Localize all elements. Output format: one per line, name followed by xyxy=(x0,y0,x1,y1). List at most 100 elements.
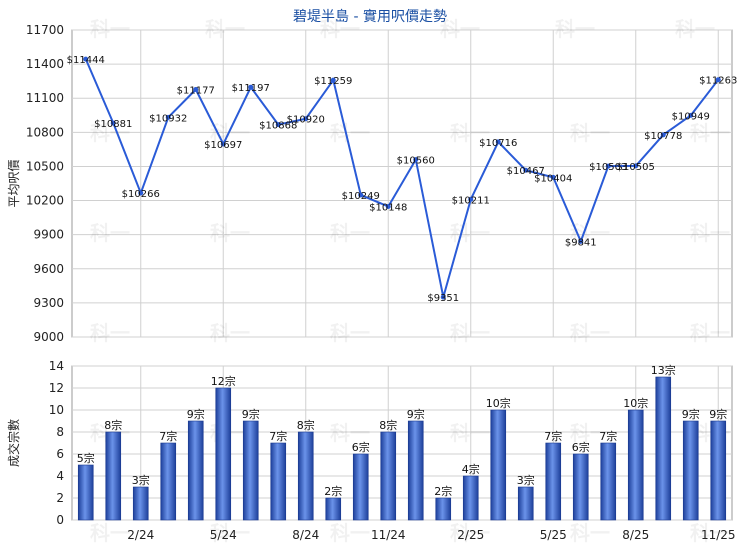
bar-plot-area xyxy=(71,365,733,521)
data-point[interactable] xyxy=(495,139,501,145)
data-point[interactable] xyxy=(605,163,611,169)
x-tick-label: 8/25 xyxy=(622,528,649,542)
bar[interactable] xyxy=(490,409,507,521)
bar[interactable] xyxy=(325,497,342,521)
watermark: 科一 xyxy=(210,321,250,345)
bar[interactable] xyxy=(462,475,479,521)
bar-y-tick-label: 12 xyxy=(49,381,64,395)
x-tick-label: 11/24 xyxy=(371,528,406,542)
bar-data-label: 3宗 xyxy=(517,473,535,487)
point-data-label: $10404 xyxy=(534,173,572,184)
point-data-label: $10932 xyxy=(149,113,187,124)
data-point[interactable] xyxy=(578,238,584,244)
line-y-tick-label: 10800 xyxy=(26,125,64,139)
line-y-tick-label: 11400 xyxy=(26,57,64,71)
watermark: 科一 xyxy=(330,221,370,245)
watermark: 科一 xyxy=(690,121,730,145)
bar[interactable] xyxy=(435,497,452,521)
bar-y-tick-label: 0 xyxy=(56,513,64,527)
bar[interactable] xyxy=(242,420,259,521)
bar[interactable] xyxy=(77,464,94,521)
data-point[interactable] xyxy=(550,174,556,180)
bar[interactable] xyxy=(407,420,424,521)
watermark: 科一 xyxy=(690,321,730,345)
data-point[interactable] xyxy=(358,192,364,198)
bar[interactable] xyxy=(187,420,204,521)
data-point[interactable] xyxy=(660,132,666,138)
line-y-tick-label: 10200 xyxy=(26,194,64,208)
data-point[interactable] xyxy=(468,196,474,202)
data-point[interactable] xyxy=(275,122,281,128)
bar-y-axis-title: 成交宗數 xyxy=(6,419,21,467)
bar[interactable] xyxy=(215,387,232,521)
data-point[interactable] xyxy=(83,56,89,62)
bar[interactable] xyxy=(517,486,534,521)
watermark: 科一 xyxy=(450,221,490,245)
line-y-tick-label: 11100 xyxy=(26,91,64,105)
bar-data-label: 9宗 xyxy=(187,407,205,421)
watermark: 科一 xyxy=(555,17,595,41)
bar-data-label: 7宗 xyxy=(599,429,617,443)
point-data-label: $10211 xyxy=(452,195,490,206)
bar-data-label: 9宗 xyxy=(709,407,727,421)
bar[interactable] xyxy=(105,431,122,521)
point-data-label: $9351 xyxy=(427,293,459,304)
point-data-label: $10778 xyxy=(644,131,682,142)
point-data-label: $10920 xyxy=(287,115,325,126)
watermark: 科一 xyxy=(210,521,250,545)
data-point[interactable] xyxy=(440,294,446,300)
bar[interactable] xyxy=(160,442,177,521)
data-point[interactable] xyxy=(193,86,199,92)
data-point[interactable] xyxy=(138,190,144,196)
bar[interactable] xyxy=(132,486,149,521)
watermark: 科一 xyxy=(90,321,130,345)
bar[interactable] xyxy=(297,431,314,521)
data-point[interactable] xyxy=(248,84,254,90)
bar-data-label: 7宗 xyxy=(269,429,287,443)
data-point[interactable] xyxy=(413,157,419,163)
bar[interactable] xyxy=(682,420,699,521)
line-y-tick-label: 9000 xyxy=(33,330,64,344)
line-y-tick-label: 9300 xyxy=(33,296,64,310)
data-point[interactable] xyxy=(385,203,391,209)
bar[interactable] xyxy=(352,453,369,521)
data-point[interactable] xyxy=(303,116,309,122)
bar[interactable] xyxy=(710,420,727,521)
x-tick-label: 8/24 xyxy=(292,528,319,542)
bar[interactable] xyxy=(380,431,397,521)
bar-data-label: 7宗 xyxy=(544,429,562,443)
data-point[interactable] xyxy=(330,77,336,83)
bar-data-label: 6宗 xyxy=(572,440,590,454)
data-point[interactable] xyxy=(633,163,639,169)
data-point[interactable] xyxy=(688,112,694,118)
bar-y-tick-label: 10 xyxy=(49,403,64,417)
data-point[interactable] xyxy=(715,77,721,83)
watermark: 科一 xyxy=(440,17,480,41)
bar[interactable] xyxy=(270,442,287,521)
bar[interactable] xyxy=(655,376,672,521)
watermark: 科一 xyxy=(570,321,610,345)
watermark: 科一 xyxy=(570,121,610,145)
data-point[interactable] xyxy=(220,141,226,147)
watermark: 科一 xyxy=(330,521,370,545)
bar-data-label: 6宗 xyxy=(352,440,370,454)
watermark: 科一 xyxy=(570,521,610,545)
bar[interactable] xyxy=(545,442,562,521)
bar-data-label: 9宗 xyxy=(682,407,700,421)
data-point[interactable] xyxy=(523,167,529,173)
bar-data-label: 2宗 xyxy=(434,484,452,498)
bar[interactable] xyxy=(627,409,644,521)
data-point[interactable] xyxy=(165,114,171,120)
data-point[interactable] xyxy=(110,120,116,126)
point-data-label: $9841 xyxy=(565,237,597,248)
bar[interactable] xyxy=(600,442,617,521)
bar-data-label: 9宗 xyxy=(407,407,425,421)
bar-data-label: 8宗 xyxy=(297,418,315,432)
chart-title: 碧堤半島 - 實用呎價走勢 xyxy=(293,9,447,25)
price-line xyxy=(84,58,720,298)
point-data-label: $11177 xyxy=(177,85,215,96)
bar[interactable] xyxy=(572,453,589,521)
bar-y-tick-label: 8 xyxy=(56,425,64,439)
point-data-label: $11263 xyxy=(699,76,737,87)
